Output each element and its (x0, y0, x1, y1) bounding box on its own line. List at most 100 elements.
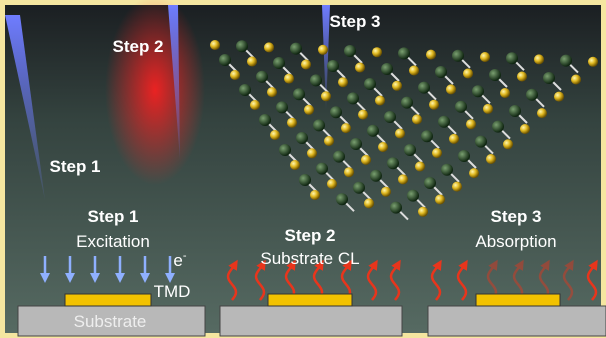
metal-atom (256, 71, 268, 83)
charge: - (183, 250, 187, 262)
render-step: Step 1 (49, 157, 100, 176)
metal-atom (492, 121, 504, 133)
chalcogen-atom (412, 114, 422, 124)
metal-atom (330, 106, 342, 118)
metal-atom (381, 63, 393, 75)
metal-atom (472, 85, 484, 97)
chalcogen-atom (466, 119, 476, 129)
metal-atom (316, 163, 328, 175)
chalcogen-atom (500, 88, 510, 98)
tmd-layer (268, 294, 352, 306)
chalcogen-atom (364, 198, 374, 208)
metal-atom (424, 177, 436, 189)
metal-atom (313, 119, 325, 131)
chalcogen-atom (392, 81, 402, 91)
chalcogen-atom (435, 195, 445, 205)
metal-atom (293, 88, 305, 100)
chalcogen-atom (318, 45, 328, 55)
chalcogen-atom (469, 168, 479, 178)
metal-atom (350, 138, 362, 150)
metal-atom (364, 78, 376, 90)
chalcogen-atom (372, 47, 382, 57)
render-step: Step 3 (329, 12, 380, 31)
chalcogen-atom (264, 42, 274, 52)
metal-atom (276, 101, 288, 113)
panel-process: Substrate CL (260, 249, 359, 268)
metal-atom (259, 114, 271, 126)
chalcogen-atom (304, 105, 314, 115)
metal-atom (344, 45, 356, 57)
chalcogen-atom (409, 66, 419, 76)
chalcogen-atom (588, 57, 598, 67)
metal-atom (387, 157, 399, 169)
metal-atom (455, 101, 467, 113)
chalcogen-atom (344, 167, 354, 177)
chalcogen-atom (230, 70, 240, 80)
metal-atom (310, 74, 322, 86)
metal-atom (398, 47, 410, 59)
chalcogen-atom (446, 84, 456, 94)
substrate (428, 306, 606, 336)
substrate-label: Substrate (74, 312, 147, 331)
chalcogen-atom (287, 118, 297, 128)
chalcogen-atom (324, 136, 334, 146)
metal-atom (435, 66, 447, 78)
chalcogen-atom (449, 134, 459, 144)
chalcogen-atom (358, 110, 368, 120)
metal-atom (273, 57, 285, 69)
metal-atom (407, 190, 419, 202)
electron: e (173, 251, 182, 270)
chalcogen-atom (503, 139, 513, 149)
metal-atom (327, 60, 339, 72)
metal-atom (384, 111, 396, 123)
chalcogen-atom (301, 60, 311, 70)
chalcogen-atom (554, 92, 564, 102)
chalcogen-atom (338, 77, 348, 87)
chalcogen-atom (381, 187, 391, 197)
panel-step: Step 1 (87, 207, 138, 226)
metal-atom (370, 170, 382, 182)
chalcogen-atom (398, 174, 408, 184)
panel-process: Excitation (76, 232, 150, 251)
chalcogen-atom (307, 148, 317, 158)
chalcogen-atom (483, 104, 493, 114)
metal-atom (390, 202, 402, 214)
panel-step: Step 3 (490, 207, 541, 226)
chalcogen-atom (463, 69, 473, 79)
red-glow (105, 0, 205, 185)
chalcogen-atom (247, 57, 257, 67)
metal-atom (438, 116, 450, 128)
metal-atom (506, 52, 518, 64)
chalcogen-atom (267, 87, 277, 97)
chalcogen-atom (415, 162, 425, 172)
chalcogen-atom (284, 74, 294, 84)
metal-atom (290, 43, 302, 55)
chalcogen-atom (310, 190, 320, 200)
chalcogen-atom (452, 182, 462, 192)
metal-atom (296, 132, 308, 144)
chalcogen-atom (426, 50, 436, 60)
metal-atom (401, 97, 413, 109)
chalcogen-atom (480, 52, 490, 62)
metal-atom (404, 144, 416, 156)
chalcogen-atom (520, 124, 530, 134)
chalcogen-atom (517, 72, 527, 82)
metal-atom (509, 105, 521, 117)
chalcogen-atom (378, 142, 388, 152)
metal-atom (336, 193, 348, 205)
page: {"render": {"step3": "Step 3", "step2": … (0, 0, 606, 338)
chalcogen-atom (270, 130, 280, 140)
render-step: Step 2 (112, 37, 163, 56)
metal-atom (418, 82, 430, 94)
metal-atom (475, 136, 487, 148)
chalcogen-atom (534, 54, 544, 64)
panel-process: Absorption (475, 232, 556, 251)
metal-atom (239, 84, 251, 96)
chalcogen-atom (537, 108, 547, 118)
substrate (220, 306, 402, 336)
tmd-layer (476, 294, 560, 306)
chalcogen-atom (290, 160, 300, 170)
metal-atom (560, 55, 572, 67)
chalcogen-atom (321, 91, 331, 101)
chalcogen-atom (210, 40, 220, 50)
